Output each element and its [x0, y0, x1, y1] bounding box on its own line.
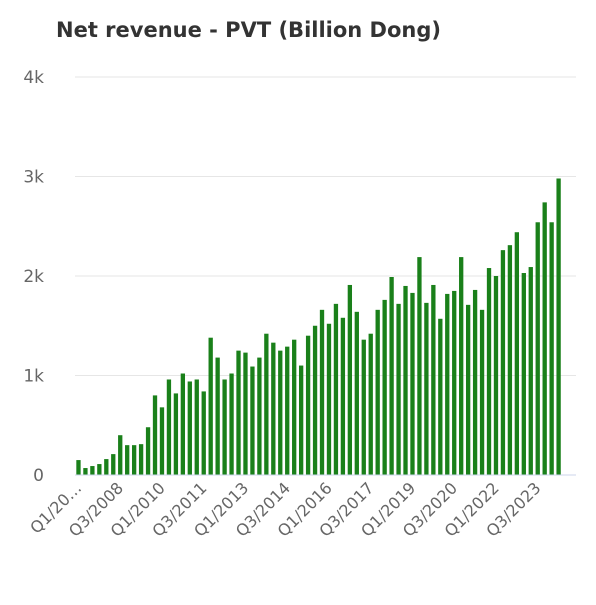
bar: [257, 357, 262, 475]
bar: [222, 379, 227, 475]
bar: [507, 245, 513, 475]
bar: [326, 323, 332, 475]
bar: [403, 285, 408, 475]
bar: [333, 303, 339, 475]
bar: [152, 395, 158, 475]
bar: [445, 293, 450, 475]
bar: [292, 339, 297, 475]
bar: [542, 202, 547, 475]
bar: [298, 365, 304, 475]
bar: [347, 284, 353, 475]
bar: [438, 318, 443, 475]
bar: [264, 333, 269, 475]
bar: [528, 267, 533, 475]
bar: [431, 284, 436, 475]
bar: [111, 454, 116, 475]
bar: [236, 350, 241, 476]
bar: [375, 309, 380, 475]
bar: [97, 464, 102, 475]
bar: [90, 466, 95, 475]
bar: [180, 373, 186, 475]
bar: [368, 333, 373, 475]
y-tick-label: 3k: [23, 168, 44, 188]
bar: [452, 290, 457, 475]
bar: [187, 381, 192, 475]
bar: [319, 309, 325, 475]
bar: [312, 325, 318, 475]
bar: [361, 339, 366, 475]
bar: [305, 335, 311, 475]
bar: [104, 459, 109, 475]
bar: [201, 391, 206, 475]
chart-title: Net revenue - PVT (Billion Dong): [56, 18, 441, 42]
bar: [340, 317, 346, 475]
bar: [285, 346, 290, 475]
bar: [396, 303, 401, 475]
bar: [459, 257, 464, 475]
gridlines: [75, 76, 576, 376]
bar: [549, 222, 554, 475]
bar: [83, 468, 88, 475]
y-tick-label: 2k: [23, 267, 44, 287]
bar: [159, 407, 165, 475]
bars: [76, 178, 561, 476]
bar: [389, 277, 394, 475]
y-axis-labels: 0 1k 2k 3k 4k: [23, 68, 44, 486]
bar: [417, 257, 422, 475]
bar: [486, 268, 492, 475]
bar: [354, 311, 359, 475]
bar: [243, 352, 248, 475]
bar: [514, 232, 520, 475]
bar: [382, 299, 387, 475]
bar: [556, 178, 561, 476]
bar: [479, 309, 485, 475]
bar: [271, 342, 276, 475]
bar: [138, 444, 144, 475]
bar: [166, 379, 172, 475]
y-tick-label: 4k: [23, 68, 44, 88]
bar: [250, 366, 255, 475]
bar: [145, 427, 151, 475]
bar: [194, 379, 199, 475]
bar: [424, 302, 429, 475]
y-tick-label: 0: [33, 466, 44, 486]
bar: [131, 445, 137, 475]
bar: [472, 289, 478, 475]
bar: [278, 350, 283, 476]
x-axis-labels: Q1/20…Q3/2008Q1/2010Q3/2011Q1/2013Q3/201…: [26, 478, 544, 540]
bar: [410, 292, 415, 475]
bar: [493, 276, 499, 475]
bar: [500, 250, 506, 475]
bar: [215, 357, 220, 475]
bar: [229, 373, 234, 475]
bar: [535, 222, 540, 475]
bar: [125, 445, 130, 475]
bar: [208, 337, 213, 475]
bar: [465, 304, 471, 475]
bar: [118, 435, 123, 475]
bar: [173, 393, 179, 475]
bar: [521, 273, 526, 475]
bar: [76, 460, 81, 475]
y-tick-label: 1k: [23, 367, 44, 387]
